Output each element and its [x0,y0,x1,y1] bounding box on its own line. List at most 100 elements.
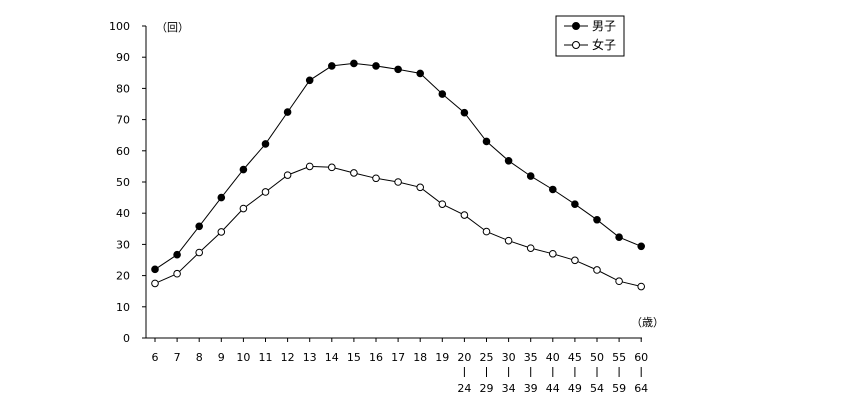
data-point-female [460,211,469,219]
data-point-male [328,62,336,70]
data-point-male [416,69,425,78]
data-point-female [482,227,491,236]
data-point-male [283,108,292,116]
data-point-female [283,171,292,179]
y-tick-label: 80 [116,82,130,95]
x-tick-label: 20 [457,351,471,364]
x-tick-label: 45 [568,351,582,364]
x-tick-label: 50 [590,351,604,364]
data-point-male [239,165,248,174]
x-tick-label: 30 [502,351,516,364]
series-male [151,59,646,274]
data-point-female [416,183,425,192]
y-tick-label: 60 [116,145,130,158]
y-tick-label: 90 [116,51,130,64]
x-tick-label: 18 [413,351,427,364]
y-axis-unit-label: （回） [156,21,189,34]
data-point-male [394,65,402,74]
legend-marker-open-icon [572,41,580,49]
y-tick-label: 70 [116,114,130,127]
x-tick-label: 7 [174,351,181,364]
legend-marker-filled-icon [572,22,580,30]
legend-label-female: 女子 [592,37,616,52]
x-tick-label: 17 [391,351,405,364]
data-point-female [637,282,646,291]
data-point-male [372,62,380,70]
series-line-male [154,62,642,270]
x-tick-label: 8 [196,351,203,364]
y-tick-label: 30 [116,238,130,251]
data-point-female [571,256,579,265]
x-tick-label: 13 [303,351,317,364]
data-point-female [593,266,601,274]
data-point-male [460,108,469,117]
data-point-female [239,204,248,213]
x-tick-label: 55 [612,351,626,364]
x-tick-label: 16 [369,351,383,364]
data-point-male [504,156,513,165]
data-point-male [615,233,623,242]
x-axis-unit-label: （歳） [631,316,664,329]
data-point-female [438,200,447,208]
data-point-female [504,236,513,245]
y-axis-ticks: 0 10 20 30 40 50 60 70 80 90 100 [109,20,146,345]
x-tick-label-range-end: 39 [524,382,538,395]
x-tick-label-range-end: 44 [546,382,560,395]
x-tick-label-range-end: 34 [502,382,516,395]
data-point-female [151,279,159,288]
data-point-female [217,228,226,236]
data-point-male [217,193,226,202]
x-tick-label: 14 [325,351,339,364]
data-point-female [195,248,203,257]
y-tick-label: 0 [123,332,130,345]
data-point-male [571,200,579,208]
y-tick-label: 10 [116,301,130,314]
x-tick-label: 9 [218,351,225,364]
x-tick-label-range-end: 64 [634,382,648,395]
y-tick-label: 20 [116,270,130,283]
legend-label-male: 男子 [592,19,616,33]
data-point-female [526,244,535,252]
data-point-female [372,174,380,183]
legend-item-male: 男子 [564,19,616,33]
data-point-female [328,163,336,172]
data-point-male [151,265,159,274]
x-tick-label-range-end: 29 [480,382,494,395]
y-tick-label: 40 [116,207,130,220]
data-point-male [438,90,447,98]
x-tick-label: 35 [524,351,538,364]
x-tick-label: 15 [347,351,361,364]
x-tick-label: 60 [634,351,648,364]
data-point-female [615,277,623,286]
data-point-male [526,172,535,180]
data-point-male [305,76,314,85]
x-tick-label-range-end: 49 [568,382,582,395]
x-tick-label-range-end: 24 [457,382,471,395]
data-point-female [350,169,358,177]
x-tick-label: 25 [480,351,494,364]
x-tick-label: 6 [152,351,159,364]
x-tick-label-range-end: 59 [612,382,626,395]
x-tick-label: 11 [259,351,273,364]
data-point-male [173,250,181,259]
x-tick-label: 19 [435,351,449,364]
data-point-female [173,269,181,278]
y-tick-label: 100 [109,20,130,33]
data-point-male [195,222,203,231]
legend-item-female: 女子 [564,37,616,52]
x-tick-label: 12 [281,351,295,364]
x-tick-label-range-end: 54 [590,382,604,395]
data-point-male [637,242,646,251]
data-point-female [394,178,402,186]
data-point-female [261,188,270,196]
data-point-male [261,140,270,148]
series-female [151,162,646,291]
data-point-female [549,249,557,258]
x-tick-label: 10 [236,351,250,364]
x-axis-ticks: 6 7 8 9 10 11 12 13 14 15 16 17 18 19 20 24 25 29 30 34 35 39… [152,338,648,395]
x-tick-label: 40 [546,351,560,364]
axes [145,26,642,339]
y-tick-label: 50 [116,176,130,189]
